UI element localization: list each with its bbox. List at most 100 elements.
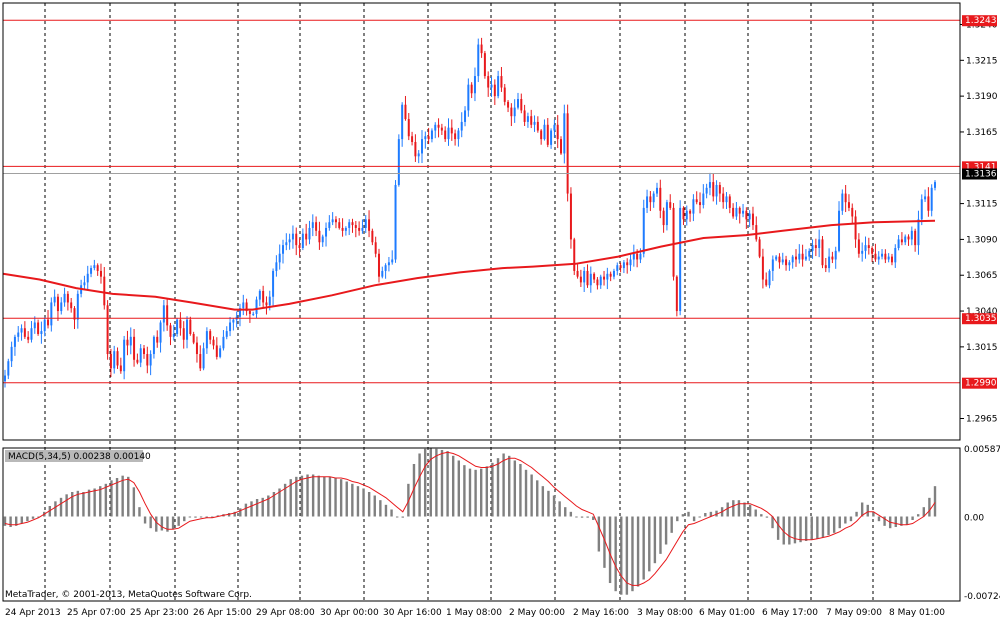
candle-body: [265, 302, 268, 306]
macd-histogram-bar: [760, 514, 763, 517]
macd-histogram-bar: [278, 488, 281, 517]
macd-panel[interactable]: [3, 447, 937, 595]
candle-body: [454, 133, 457, 140]
macd-histogram-bar: [261, 497, 264, 517]
x-tick-label: 1 May 08:00: [446, 608, 502, 618]
candle-body: [447, 127, 450, 140]
candle-body: [209, 331, 212, 340]
macd-histogram-bar: [788, 516, 791, 545]
macd-histogram-bar: [149, 516, 152, 529]
macd-histogram-bar: [339, 479, 343, 517]
candle-body: [616, 265, 619, 271]
macd-histogram-bar: [586, 516, 589, 518]
candle-body: [404, 104, 407, 120]
candle-body: [765, 279, 768, 286]
macd-histogram-bar: [832, 516, 836, 533]
macd-histogram-bar: [76, 490, 80, 517]
candle-body: [881, 253, 884, 257]
candle-body: [831, 256, 834, 260]
macd-histogram-bar: [373, 495, 376, 517]
macd-histogram-bar: [71, 491, 74, 517]
candle-body: [576, 270, 579, 277]
candle-body: [722, 193, 725, 203]
candle-body: [533, 121, 536, 125]
macd-histogram-bar: [345, 481, 348, 517]
candle-body: [90, 268, 93, 274]
candle-body: [851, 207, 854, 217]
candle-body: [189, 319, 192, 334]
macd-histogram-bar: [362, 488, 365, 517]
macd-histogram-bar: [608, 516, 612, 584]
candle-body: [861, 250, 864, 254]
candle-body: [430, 130, 433, 140]
macd-histogram-bar: [188, 516, 192, 518]
candle-body: [298, 245, 301, 249]
macd-histogram-bar: [300, 475, 304, 517]
candle-body: [37, 322, 40, 334]
candle-body: [229, 322, 232, 332]
candle-body: [152, 336, 155, 355]
candle-body: [70, 302, 73, 309]
candle-body: [139, 348, 142, 363]
macd-histogram-bar: [283, 483, 287, 517]
candle-body: [10, 346, 13, 362]
candle-body: [169, 325, 172, 337]
macd-signal-line: [4, 451, 936, 586]
macd-histogram-bar: [390, 509, 393, 517]
macd-histogram-bar: [446, 451, 449, 517]
candle-body: [560, 139, 563, 154]
candle-body: [136, 359, 139, 363]
macd-histogram-bar: [877, 516, 881, 522]
candle-body: [285, 242, 288, 246]
candle-body: [437, 124, 440, 128]
candle-body: [715, 184, 718, 197]
candle-body: [222, 336, 225, 349]
candle-body: [182, 328, 185, 340]
macd-histogram-bar: [614, 516, 617, 592]
macd-histogram-bar: [59, 497, 63, 517]
candle-body: [4, 375, 6, 382]
candle-body: [735, 207, 738, 217]
price-panel[interactable]: [2, 19, 960, 388]
macd-histogram-bar: [395, 516, 399, 518]
candle-body: [794, 256, 797, 260]
candle-body: [920, 199, 923, 220]
macd-histogram-bar: [306, 474, 309, 517]
macd-histogram-bar: [569, 511, 573, 517]
candle-body: [583, 270, 586, 283]
level-price-tag: [962, 377, 997, 389]
candle-body: [834, 250, 837, 260]
candle-body: [493, 84, 496, 97]
candle-body: [675, 276, 678, 312]
candle-body: [308, 227, 311, 240]
candle-body: [751, 213, 754, 226]
macd-histogram-bar: [928, 497, 931, 517]
macd-histogram-bar: [468, 468, 472, 517]
macd-histogram-bar: [771, 516, 774, 529]
candle-body: [358, 227, 361, 231]
candle-body: [364, 219, 367, 228]
macd-histogram-bar: [401, 516, 404, 518]
macd-histogram-bar: [821, 516, 825, 538]
current-price-tag-label: 1.3136: [965, 170, 997, 180]
candle-body: [536, 121, 539, 131]
candle-body: [20, 328, 23, 333]
candle-body: [457, 130, 460, 140]
candle-body: [603, 276, 606, 280]
macd-histogram-bar: [692, 516, 696, 522]
macd-histogram-bar: [872, 511, 875, 517]
y-tick-label: 1.3215: [966, 56, 998, 66]
macd-histogram-bar: [87, 489, 91, 517]
candle-body: [520, 98, 523, 111]
level-price-tag-label: 1.3243: [965, 16, 997, 26]
candle-body: [593, 273, 596, 280]
candle-body: [755, 225, 758, 240]
candle-body: [325, 227, 328, 237]
candle-body: [490, 84, 493, 88]
macd-histogram-bar: [31, 516, 35, 519]
candle-body: [569, 193, 572, 240]
candle-body: [622, 262, 625, 269]
macd-histogram-bar: [726, 502, 729, 517]
macd-histogram-bar: [474, 469, 477, 517]
